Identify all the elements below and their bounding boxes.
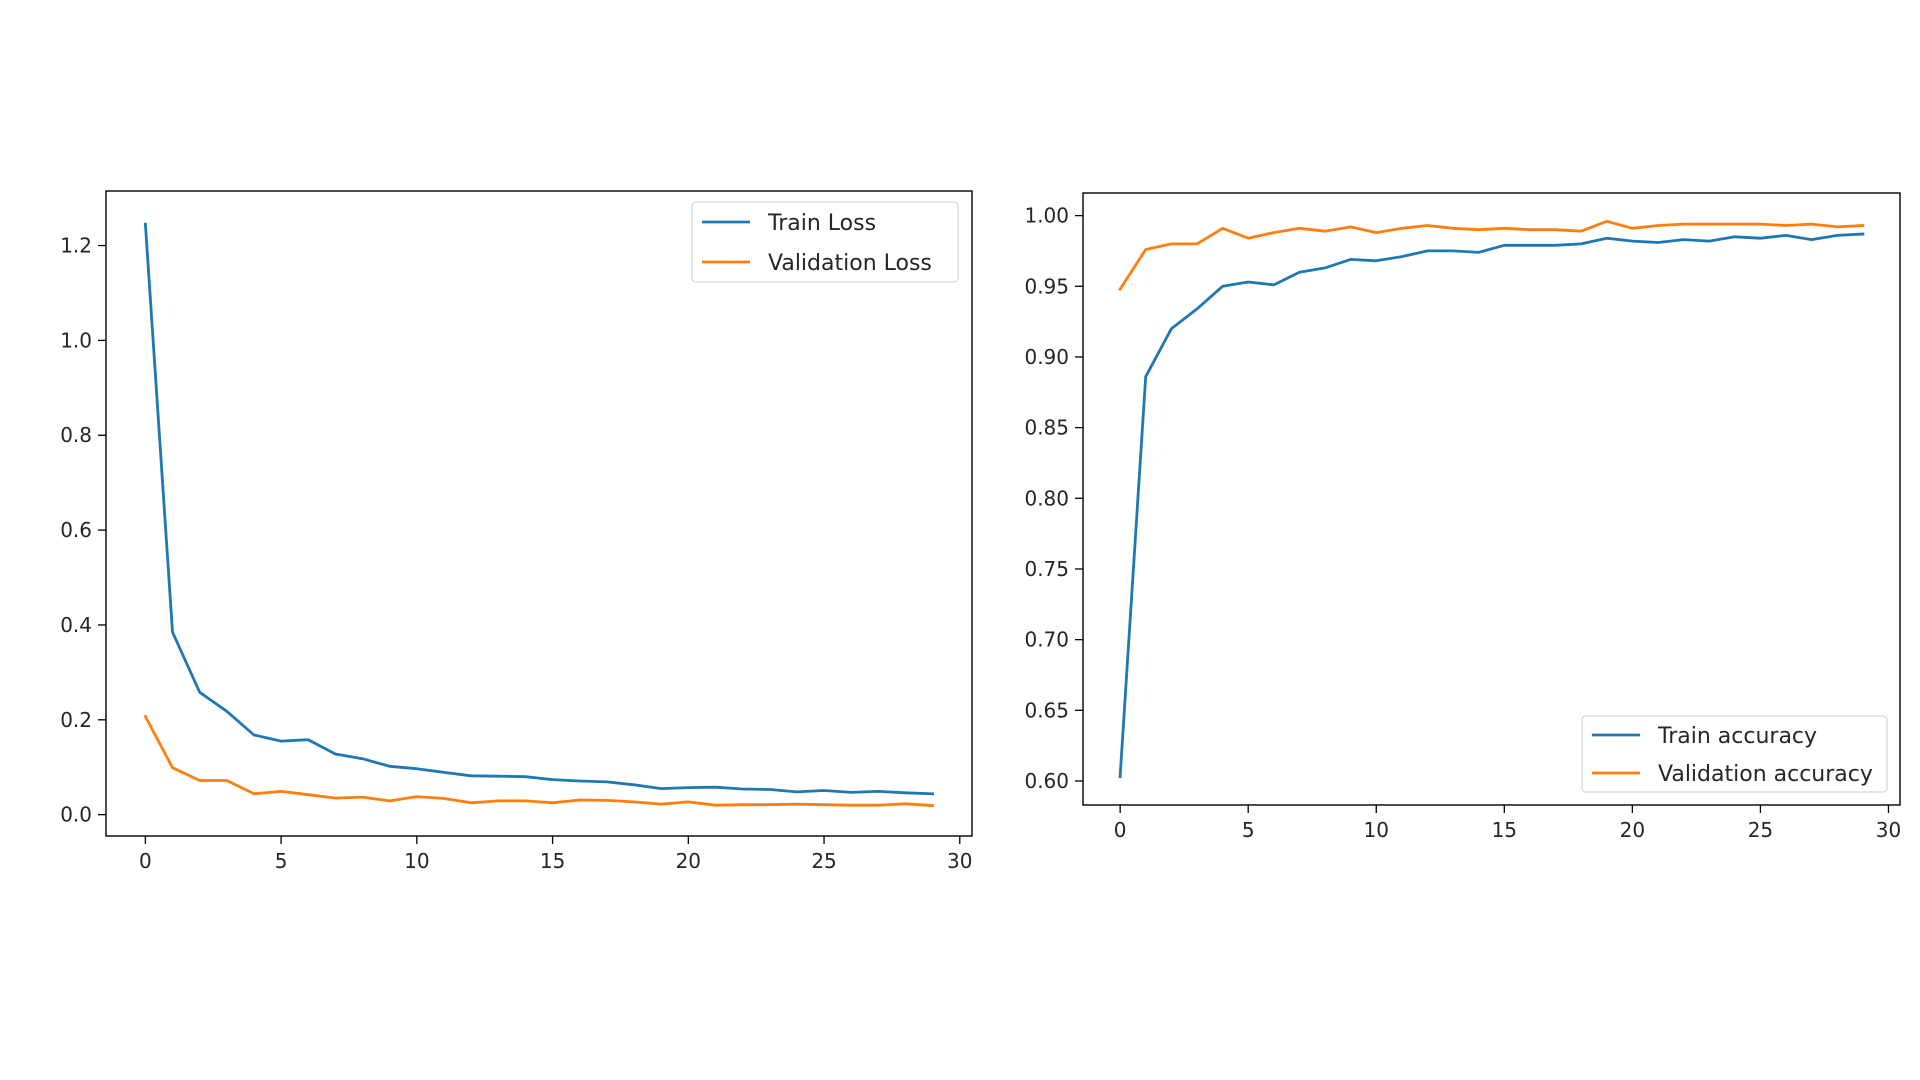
loss-chart-x-tick-label: 25	[811, 849, 836, 873]
accuracy-chart: 0 5 10 15 20 25 30 0.60 0.65 0.70 0.75 0.80 0.85 0.90…	[1024, 192, 1901, 842]
loss-chart-x-tick-label: 30	[947, 849, 972, 873]
accuracy-chart-x-tick-label: 0	[1114, 818, 1127, 842]
accuracy-chart-y-tick-label: 0.80	[1024, 486, 1069, 510]
accuracy-chart-y-tick-label: 0.75	[1024, 557, 1069, 581]
loss-chart-x-tick-label: 5	[275, 849, 288, 873]
accuracy-chart-y-tick-label: 0.65	[1024, 698, 1069, 722]
accuracy-chart-x-tick-label: 5	[1242, 818, 1255, 842]
loss-chart-legend-label-1: Validation Loss	[768, 251, 932, 276]
accuracy-chart-x-tick-label: 25	[1748, 818, 1773, 842]
loss-chart-legend-box	[691, 201, 959, 283]
loss-chart-y-tick-label: 1.0	[60, 328, 92, 352]
accuracy-chart-y-tick-label: 1.00	[1024, 204, 1069, 228]
loss-chart-x-tick-label: 15	[540, 849, 565, 873]
loss-chart-series-line-0	[143, 222, 935, 796]
loss-chart-x-tick-label: 10	[404, 849, 429, 873]
loss-chart-y-tick-label: 0.8	[60, 423, 92, 447]
loss-chart-legend-label-0: Train Loss	[767, 211, 876, 236]
accuracy-chart-y-tick-label: 0.95	[1024, 274, 1069, 298]
accuracy-chart-y-tick-label: 0.90	[1024, 345, 1069, 369]
accuracy-chart-x-tick-label: 30	[1876, 818, 1901, 842]
accuracy-chart-x-tick-label: 20	[1620, 818, 1645, 842]
loss-chart-series-line-1	[143, 714, 935, 808]
accuracy-chart-legend-label-0: Train accuracy	[1657, 724, 1817, 749]
loss-chart-y-tick-label: 1.2	[60, 234, 92, 258]
accuracy-chart-x-tick-label: 10	[1364, 818, 1389, 842]
loss-chart: 0 5 10 15 20 25 30 0.0 0.2 0.4 0.6 0.8 1.0 1.2 Train L…	[60, 190, 973, 873]
loss-chart-legend: Train Loss Validation Loss	[691, 201, 959, 283]
accuracy-chart-legend-label-1: Validation accuracy	[1658, 762, 1873, 787]
accuracy-chart-y-tick-label: 0.70	[1024, 628, 1069, 652]
loss-chart-axes-frame	[105, 190, 973, 837]
accuracy-chart-series-line-0	[1118, 232, 1865, 779]
loss-chart-x-tick-label: 0	[139, 849, 152, 873]
accuracy-chart-y-tick-label: 0.60	[1024, 769, 1069, 793]
accuracy-chart-x-tick-label: 15	[1492, 818, 1517, 842]
loss-chart-y-tick-label: 0.4	[60, 613, 92, 637]
accuracy-chart-y-tick-label: 0.85	[1024, 416, 1069, 440]
accuracy-chart-series-line-1	[1118, 219, 1865, 292]
accuracy-chart-legend-box	[1581, 715, 1888, 793]
accuracy-chart-axes-frame	[1082, 192, 1901, 806]
loss-chart-y-tick-label: 0.6	[60, 518, 92, 542]
accuracy-chart-legend: Train accuracy Validation accuracy	[1581, 715, 1888, 793]
loss-chart-y-tick-label: 0.2	[60, 708, 92, 732]
loss-chart-x-tick-label: 20	[676, 849, 701, 873]
loss-chart-y-tick-label: 0.0	[60, 803, 92, 827]
